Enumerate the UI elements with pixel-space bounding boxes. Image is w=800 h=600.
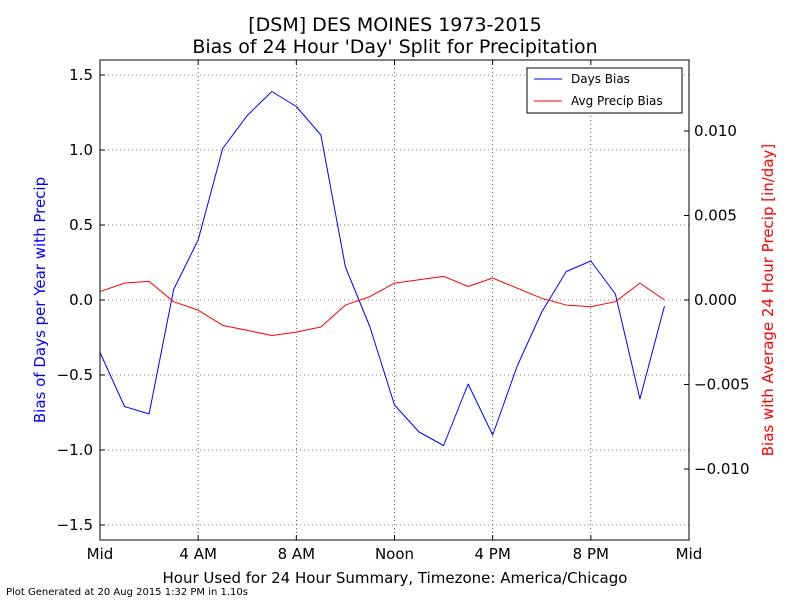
legend-label-days-bias: Days Bias xyxy=(571,72,630,86)
legend-box xyxy=(526,67,683,114)
series-layer xyxy=(99,91,665,446)
y-tick-label-right: −0.010 xyxy=(694,460,750,478)
series-line-avg-precip-bias xyxy=(99,275,665,336)
y-tick-label-left: 1.5 xyxy=(69,66,93,84)
y-tick-label-left: −1.5 xyxy=(57,516,93,534)
y-axis-left-label: Bias of Days per Year with Precip xyxy=(31,177,49,423)
y-tick-label-left: 0.5 xyxy=(69,216,93,234)
y-tick-label-right: 0.000 xyxy=(694,291,737,309)
y-tick-label-right: 0.010 xyxy=(694,122,737,140)
y-tick-label-left: −1.0 xyxy=(57,441,93,459)
x-tick-label: Mid xyxy=(87,545,114,563)
chart-title: [DSM] DES MOINES 1973-2015 xyxy=(248,14,542,36)
y-tick-label-right: 0.005 xyxy=(694,206,737,224)
y-tick-label-left: 1.0 xyxy=(69,141,93,159)
grid-layer xyxy=(100,60,689,540)
tick-layer: Mid 4 AM 8 AM Noon 4 PM 8 PM Mid 1.5 1.0 0.5 0.0 −0… xyxy=(57,60,750,563)
x-tick-label: 4 AM xyxy=(179,545,217,563)
x-axis-label: Hour Used for 24 Hour Summary, Timezone:… xyxy=(163,569,628,587)
legend-label-avg-precip-bias: Avg Precip Bias xyxy=(571,94,663,108)
footer-note: Plot Generated at 20 Aug 2015 1:32 PM in… xyxy=(6,587,248,598)
y-tick-label-left: 0.0 xyxy=(69,291,93,309)
plot-frame xyxy=(99,59,690,541)
x-tick-label: Mid xyxy=(676,545,703,563)
legend: Days Bias Avg Precip Bias xyxy=(526,67,683,114)
y-tick-label-right: −0.005 xyxy=(694,376,750,394)
x-tick-label: Noon xyxy=(375,545,414,563)
series-line-days-bias xyxy=(99,91,665,446)
x-tick-label: 4 PM xyxy=(475,545,511,563)
y-tick-label-left: −0.5 xyxy=(57,366,93,384)
chart-subtitle: Bias of 24 Hour 'Day' Split for Precipit… xyxy=(192,36,597,58)
x-tick-label: 8 PM xyxy=(573,545,609,563)
x-tick-label: 8 AM xyxy=(278,545,316,563)
y-axis-right-label: Bias with Average 24 Hour Precip [in/day… xyxy=(759,144,777,457)
